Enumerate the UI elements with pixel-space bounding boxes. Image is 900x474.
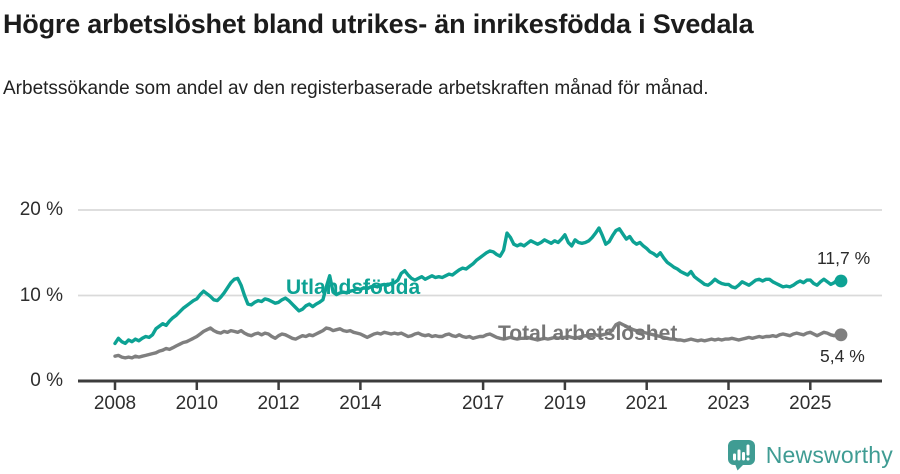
end-value-label-total-arbetsloshet: 5,4 % (820, 346, 865, 366)
chart-subtitle: Arbetssökande som andel av den registerb… (3, 77, 709, 99)
page-title: Högre arbetslöshet bland utrikes- än inr… (3, 9, 754, 39)
series-label-utlandsfodda: Utlandsfödda (286, 276, 421, 299)
newsworthy-logo-icon (727, 440, 755, 471)
x-axis-tick-label: 2014 (339, 393, 382, 414)
series-end-dot (834, 274, 848, 288)
y-axis-tick-label: 0 % (30, 370, 63, 391)
newsworthy-logo: Newsworthy (727, 439, 893, 471)
x-axis-tick-label: 2021 (625, 393, 668, 414)
x-axis-tick-label: 2019 (543, 393, 587, 414)
end-value-label-utlandsfodda: 11,7 % (817, 248, 871, 268)
brand-text: Newsworthy (765, 441, 893, 468)
x-axis-tick-label: 2010 (175, 393, 218, 414)
x-axis-tick-label: 2023 (707, 393, 750, 414)
series-line (113, 226, 843, 346)
header: Högre arbetslöshet bland utrikes- än inr… (0, 0, 900, 103)
x-axis-tick-label: 2008 (93, 393, 137, 414)
y-axis-tick-label: 10 % (19, 284, 63, 306)
x-axis-tick-label: 2025 (789, 393, 832, 414)
series-label-total-arbetsloshet: Total arbetslöshet (498, 322, 678, 345)
x-axis-tick-label: 2012 (257, 393, 300, 414)
series-end-dot (834, 328, 848, 342)
x-axis-tick-label: 2017 (461, 393, 505, 414)
series-line (113, 321, 843, 360)
y-axis-tick-label: 20 % (19, 199, 63, 220)
